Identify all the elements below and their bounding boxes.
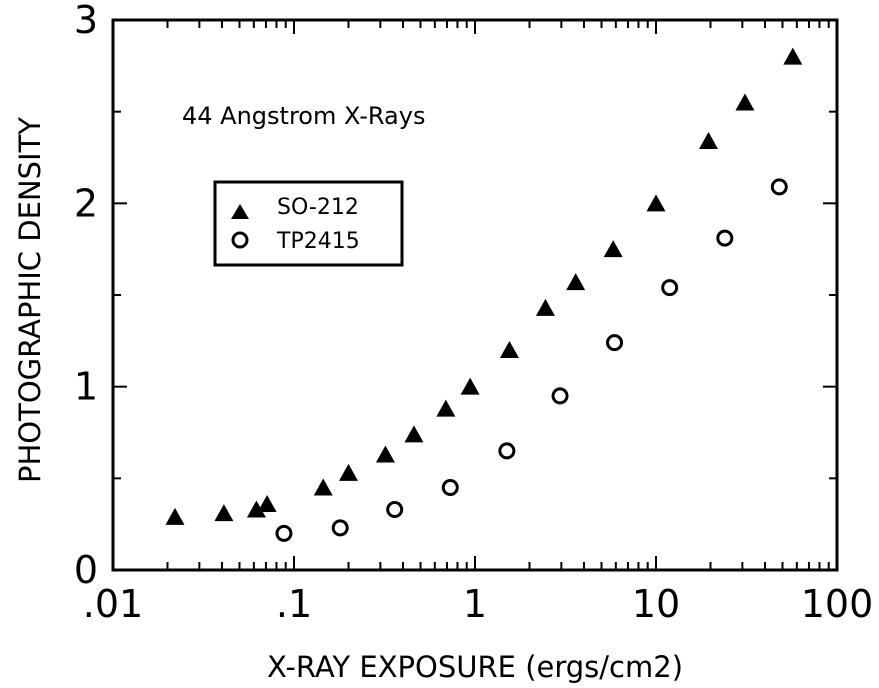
x-tick-label: 1: [463, 582, 487, 626]
so212-point: [375, 445, 395, 463]
tp2415-point: [661, 279, 679, 297]
x-axis-title: X-RAY EXPOSURE (ergs/cm2): [267, 650, 683, 684]
so212-point: [404, 425, 424, 443]
chart-annotation: 44 Angstrom X-Rays: [182, 102, 425, 130]
so212-point: [535, 298, 555, 316]
x-tick-label: 100: [801, 582, 874, 626]
so212-point: [499, 341, 519, 358]
tp2415-point: [606, 334, 624, 352]
legend-label-tp2415: TP2415: [276, 229, 360, 254]
tp2415-point: [770, 178, 788, 196]
tp2415-point: [386, 501, 404, 518]
so212-point: [646, 194, 666, 212]
so212-point: [313, 478, 333, 496]
so212-point: [603, 240, 623, 258]
tp2415-point: [498, 442, 516, 460]
so212-point: [338, 463, 358, 481]
tp2415-point: [275, 524, 293, 542]
so212-point: [698, 132, 718, 149]
so212-point: [460, 377, 480, 395]
axis-tick-labels: .01 .1 1 10 100 0 1 2 3: [74, 0, 873, 626]
legend-triangle-marker: [231, 204, 249, 219]
so212-point: [436, 399, 456, 417]
x-tick-label: .1: [276, 582, 312, 626]
legend: SO-212 TP2415: [213, 180, 404, 267]
x-tick-label: 10: [632, 582, 680, 626]
so212-point: [246, 500, 266, 518]
y-axis-title: PHOTOGRAPHIC DENSITY: [13, 117, 47, 483]
tp2415-point: [441, 479, 459, 496]
y-tick-label: 2: [74, 181, 98, 225]
so212-point: [566, 273, 586, 291]
tp2415-point: [331, 519, 349, 537]
so212-point: [735, 93, 755, 111]
tp2415-point: [551, 387, 569, 405]
legend-circle-marker: [231, 231, 249, 249]
so212-point: [257, 495, 277, 512]
legend-label-so212: SO-212: [277, 195, 359, 220]
so212-point: [783, 47, 803, 65]
axis-ticks: [113, 20, 837, 570]
tp2415-point: [716, 229, 734, 247]
y-tick-label: 1: [74, 365, 98, 409]
so212-point: [165, 507, 185, 525]
legend-box: [213, 180, 404, 267]
x-tick-label: .01: [83, 582, 143, 626]
y-tick-label: 0: [74, 548, 98, 592]
data-points: [165, 47, 803, 542]
y-tick-label: 3: [74, 0, 98, 42]
so212-point: [214, 504, 234, 522]
